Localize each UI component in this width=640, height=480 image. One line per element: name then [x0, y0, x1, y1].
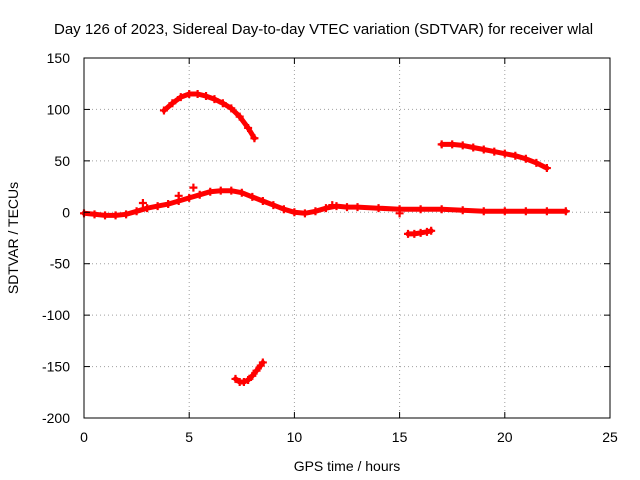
data-point: [193, 90, 202, 98]
y-tick-label: 50: [54, 153, 70, 169]
data-point: [132, 207, 141, 216]
data-point: [300, 209, 309, 218]
x-tick-label: 0: [80, 429, 88, 445]
data-point: [500, 207, 509, 216]
data-point: [416, 205, 425, 214]
series-arc-top-left: [159, 90, 259, 143]
x-tick-label: 15: [392, 429, 408, 445]
data-point: [227, 186, 236, 195]
data-point: [210, 95, 219, 104]
data-point: [153, 202, 162, 211]
data-point: [122, 210, 131, 219]
data-point: [269, 201, 278, 210]
data-point: [216, 186, 225, 195]
data-point: [258, 358, 267, 367]
data-point: [542, 207, 551, 216]
x-tick-label: 20: [497, 429, 513, 445]
data-point: [479, 207, 488, 216]
data-point: [90, 210, 99, 219]
data-point: [353, 203, 362, 212]
data-point: [218, 99, 227, 108]
data-point: [185, 90, 194, 98]
data-point: [250, 134, 259, 143]
data-point: [511, 151, 520, 160]
y-tick-label: 150: [47, 50, 71, 66]
data-point: [101, 211, 110, 220]
x-tick-label: 25: [602, 429, 618, 445]
data-point: [542, 164, 551, 173]
data-point: [479, 145, 488, 154]
y-tick-label: -200: [42, 410, 70, 426]
y-tick-label: 0: [62, 204, 70, 220]
data-point: [248, 371, 257, 380]
data-point: [227, 104, 236, 113]
data-point: [189, 183, 198, 192]
x-tick-label: 5: [185, 429, 193, 445]
data-point: [532, 158, 541, 167]
data-point: [138, 199, 147, 208]
data-point: [174, 191, 183, 200]
x-axis-label: GPS time / hours: [294, 458, 401, 474]
y-tick-label: -100: [42, 307, 70, 323]
data-point: [159, 106, 168, 115]
data-point: [458, 141, 467, 150]
data-point: [248, 192, 257, 201]
data-point: [448, 140, 457, 149]
data-point: [374, 204, 383, 213]
data-point: [521, 154, 530, 163]
series-main-band: [80, 186, 570, 220]
data-point: [258, 196, 267, 205]
y-tick-label: -50: [50, 256, 70, 272]
series-spikes: [138, 183, 404, 218]
data-point: [231, 374, 240, 383]
data-point: [202, 92, 211, 101]
series-segment-right-low: [404, 226, 436, 238]
data-point: [168, 99, 177, 108]
series-segment-right-high: [437, 140, 551, 173]
data-point: [490, 147, 499, 156]
data-point: [458, 206, 467, 215]
axis-ticks: 0 5 10 15 20 25 150 100 50 0 -50 -100 -150 -200: [42, 50, 618, 445]
data-point: [343, 203, 351, 212]
y-axis-label: SDTVAR / TECUs: [5, 182, 21, 294]
data-point: [244, 375, 253, 384]
grid: [84, 58, 610, 418]
data-point: [185, 193, 194, 202]
data-point: [143, 204, 152, 213]
data-point: [321, 204, 330, 213]
data-point: [237, 188, 246, 197]
series-layer: [80, 90, 570, 386]
plot-frame: [83, 57, 611, 419]
data-point: [176, 93, 185, 102]
data-point: [290, 208, 299, 217]
data-point: [111, 211, 120, 220]
chart-title: Day 126 of 2023, Sidereal Day-to-day VTE…: [54, 21, 593, 38]
data-point: [561, 207, 570, 216]
data-point: [279, 205, 288, 214]
data-point: [469, 143, 478, 152]
data-point: [395, 209, 404, 218]
data-point: [427, 226, 436, 235]
data-point: [328, 201, 337, 210]
data-point: [500, 149, 509, 158]
data-point: [164, 200, 173, 209]
y-tick-label: 100: [47, 101, 71, 117]
data-point: [235, 112, 244, 121]
data-point: [195, 190, 204, 199]
data-point: [206, 187, 215, 196]
data-point: [252, 366, 261, 375]
data-point: [239, 378, 248, 386]
data-point: [437, 205, 446, 214]
y-tick-label: -150: [42, 359, 70, 375]
data-point: [521, 207, 530, 216]
data-point: [437, 140, 446, 149]
data-point: [311, 207, 320, 216]
series-arc-bottom: [231, 358, 267, 386]
data-point: [244, 123, 253, 132]
x-tick-label: 10: [287, 429, 303, 445]
